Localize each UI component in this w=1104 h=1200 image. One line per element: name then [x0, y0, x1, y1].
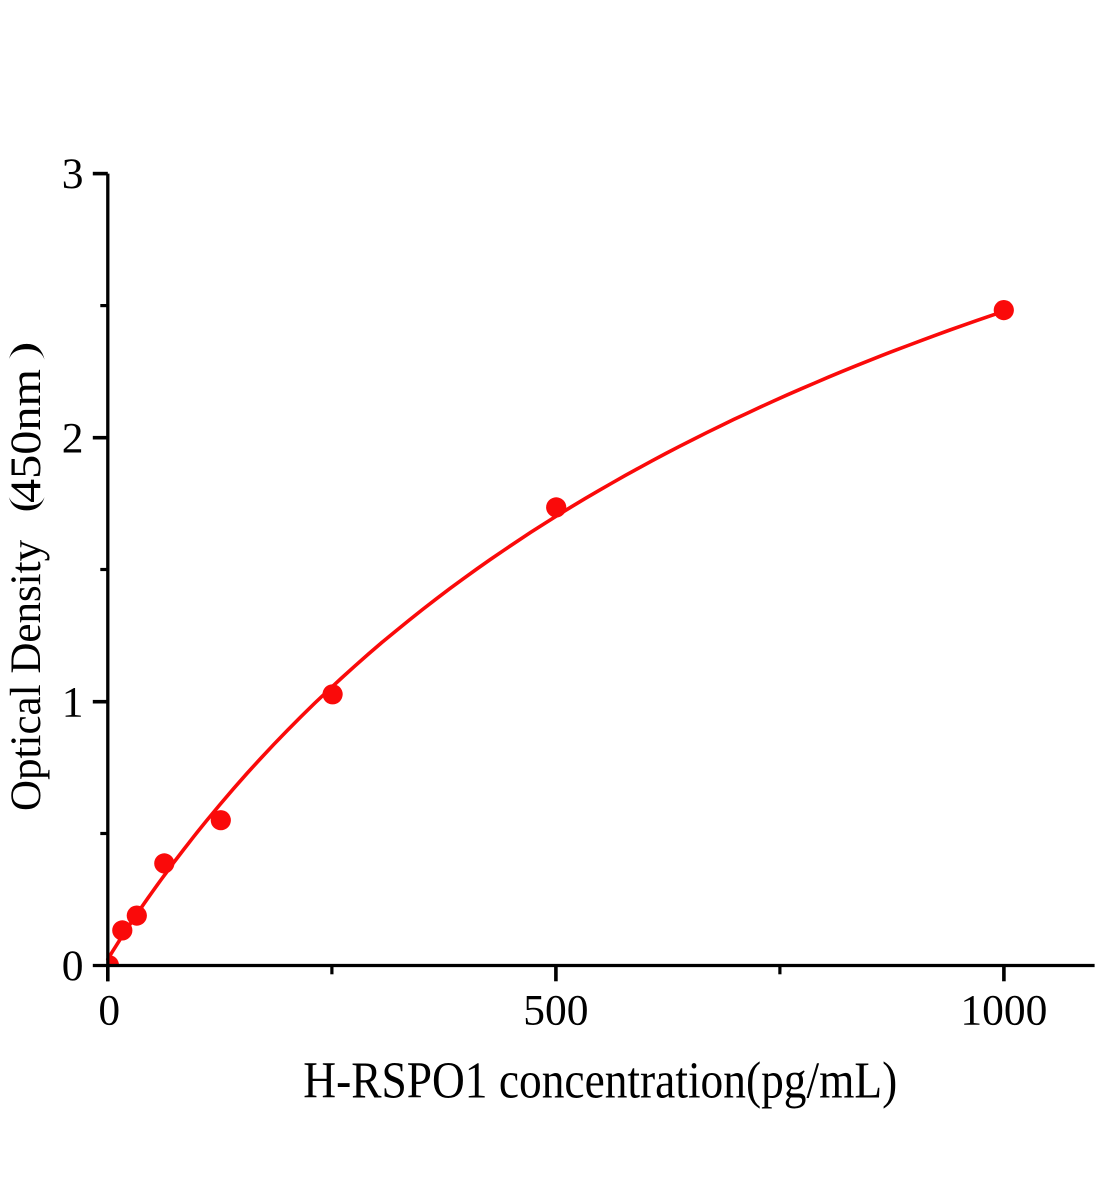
svg-text:1: 1	[62, 678, 84, 726]
svg-text:450nm: 450nm	[3, 369, 50, 503]
svg-text:2: 2	[62, 414, 84, 462]
svg-text:H-RSPO1 concentration(pg/mL): H-RSPO1 concentration(pg/mL)	[303, 1053, 897, 1110]
svg-text:500: 500	[523, 987, 588, 1035]
svg-text:0: 0	[62, 942, 84, 990]
svg-text:3: 3	[62, 150, 84, 198]
svg-text:Optical Density: Optical Density	[3, 539, 50, 811]
svg-text:1000: 1000	[960, 987, 1047, 1035]
svg-text:0: 0	[98, 987, 120, 1035]
